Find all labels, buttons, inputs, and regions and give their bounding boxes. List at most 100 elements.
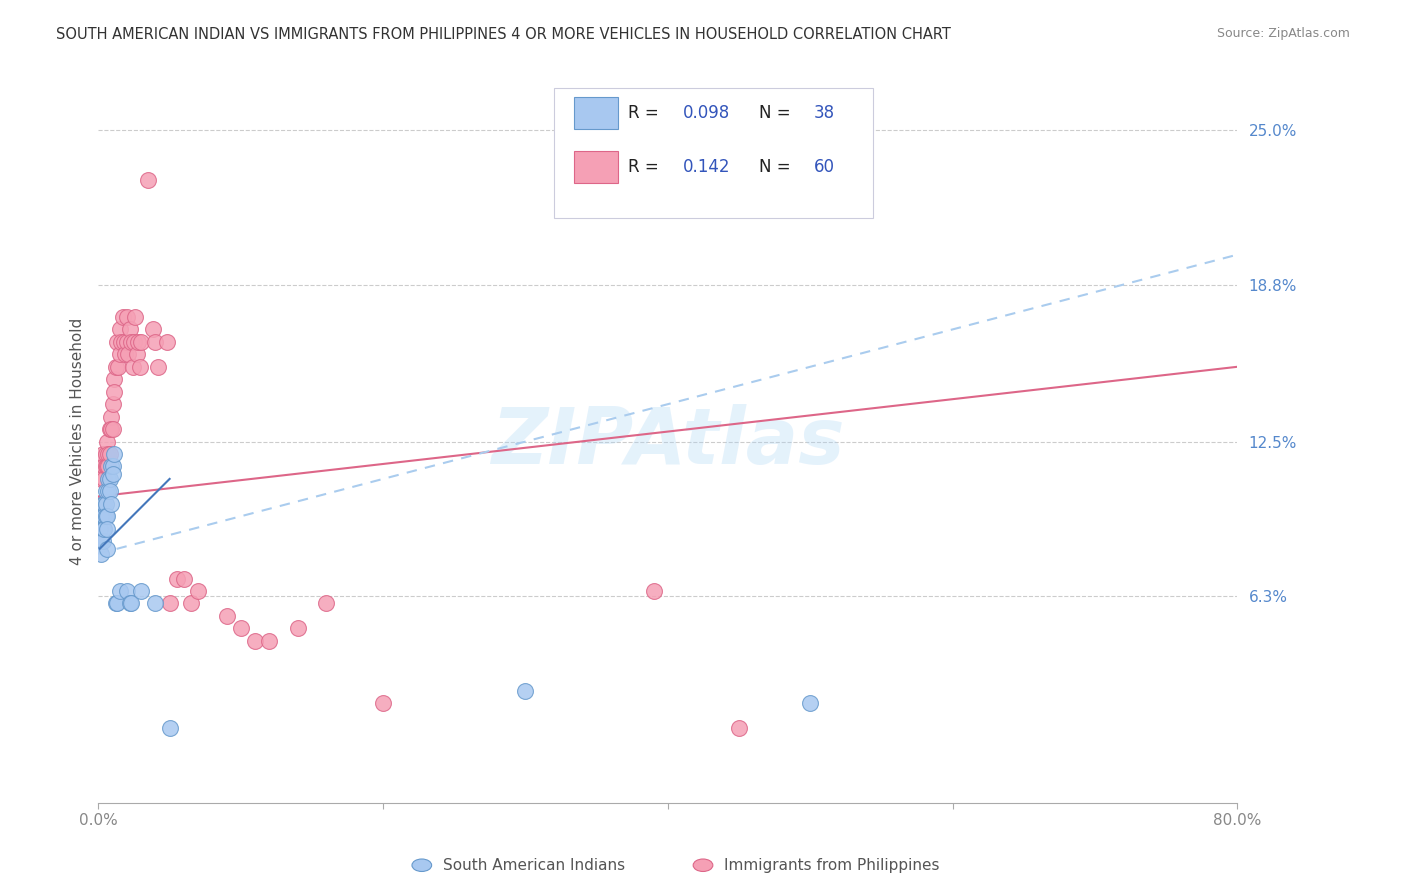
Text: R =: R = [628,103,664,122]
Point [103,384,125,399]
Point [108,347,131,361]
Point [159,721,181,735]
Point [98,447,121,461]
Text: R =: R = [628,158,664,176]
Point [98,484,121,499]
Point [515,683,537,698]
Point [136,173,159,187]
Point [120,597,142,611]
Point [114,347,136,361]
Point [173,572,195,586]
Point [91,447,114,461]
Point [96,541,118,556]
Point [108,584,131,599]
Point [94,459,117,474]
Text: 38: 38 [814,103,835,122]
Point [100,422,122,436]
Point [108,322,131,336]
Point [89,534,111,549]
Point [120,334,142,349]
Point [96,522,118,536]
Point [799,696,821,710]
Point [127,334,149,349]
Point [243,633,266,648]
Point [118,322,141,336]
Point [93,472,115,486]
Point [118,597,141,611]
Point [104,597,127,611]
Point [187,584,209,599]
Point [97,484,120,499]
Point [103,447,125,461]
Point [259,633,281,648]
Point [104,359,127,374]
Point [93,459,115,474]
Point [98,472,121,486]
Point [643,584,665,599]
Point [91,522,114,536]
Point [90,534,112,549]
Point [141,322,163,336]
Point [96,434,118,449]
Text: N =: N = [759,158,796,176]
Point [156,334,179,349]
Text: ZIPAtlas: ZIPAtlas [491,403,845,480]
Point [101,397,124,411]
Point [90,547,112,561]
Point [94,447,117,461]
Point [180,597,202,611]
Point [117,347,139,361]
Text: Source: ZipAtlas.com: Source: ZipAtlas.com [1216,27,1350,40]
Point [93,497,115,511]
Point [100,409,122,424]
Point [90,472,112,486]
Point [89,497,111,511]
Point [103,372,125,386]
Point [159,597,181,611]
Point [728,721,751,735]
Text: Immigrants from Philippines: Immigrants from Philippines [724,858,939,872]
Point [129,334,152,349]
FancyBboxPatch shape [554,87,873,218]
Point [96,509,118,524]
Point [97,472,120,486]
Point [93,522,115,536]
Point [125,347,148,361]
Bar [575,151,617,183]
Point [229,621,252,635]
Point [115,310,138,324]
Point [373,696,395,710]
Point [94,497,117,511]
Point [105,334,128,349]
Point [107,359,129,374]
Point [315,597,337,611]
Text: 0.142: 0.142 [683,158,730,176]
Bar [575,97,617,128]
Point [101,459,124,474]
Point [97,459,120,474]
Text: N =: N = [759,103,796,122]
Point [94,484,117,499]
Point [145,334,167,349]
Text: 60: 60 [814,158,835,176]
Point [91,497,114,511]
Point [124,310,146,324]
Text: SOUTH AMERICAN INDIAN VS IMMIGRANTS FROM PHILIPPINES 4 OR MORE VEHICLES IN HOUSE: SOUTH AMERICAN INDIAN VS IMMIGRANTS FROM… [56,27,950,42]
Point [101,467,124,481]
Point [105,597,128,611]
Point [112,334,135,349]
Y-axis label: 4 or more Vehicles in Household: 4 or more Vehicles in Household [69,318,84,566]
Point [287,621,309,635]
Point [215,609,238,624]
Point [101,422,124,436]
Point [100,459,122,474]
Point [148,359,170,374]
Point [110,334,132,349]
Point [90,509,112,524]
Point [97,447,120,461]
Point [91,534,114,549]
Point [91,497,114,511]
Point [129,584,152,599]
Point [91,509,114,524]
Point [145,597,167,611]
